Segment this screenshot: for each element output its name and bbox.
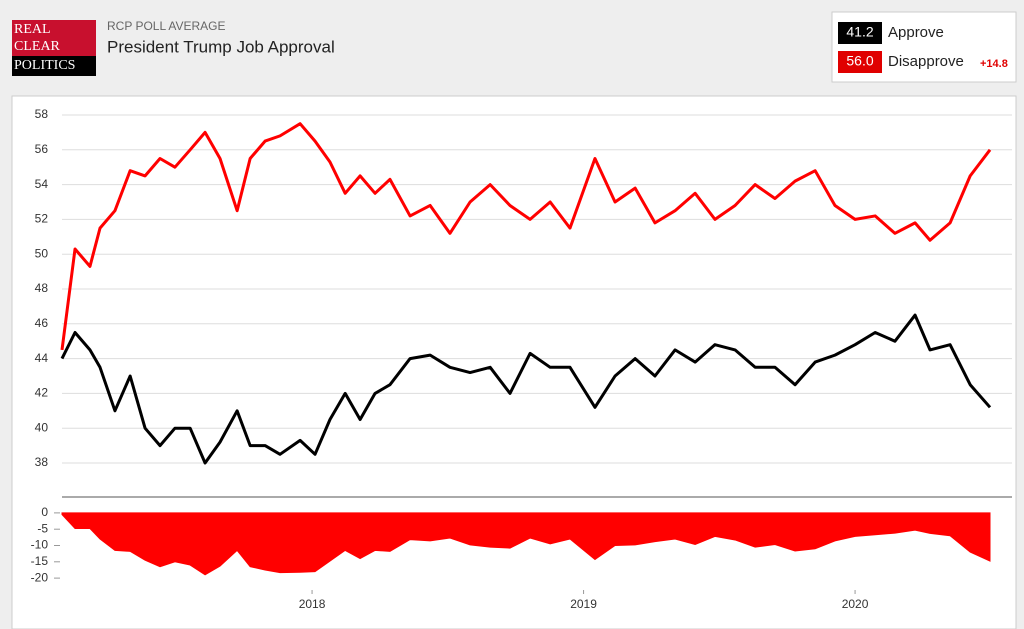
logo-red [12, 20, 96, 56]
legend-swatch [838, 51, 882, 73]
legend-value: 41.2 [846, 24, 873, 40]
legend-label: Disapprove [888, 53, 964, 70]
y-tick-label: 40 [35, 420, 49, 434]
logo-text: REAL [14, 22, 51, 37]
y-tick-label: 52 [35, 212, 49, 226]
y-tick-label: 50 [35, 246, 49, 260]
line-series [60, 122, 992, 351]
legend-value: 56.0 [846, 53, 873, 69]
y-tick-label: -10 [31, 538, 49, 552]
x-tick-label: 2018 [299, 597, 326, 611]
legend-label: Approve [888, 24, 944, 41]
y-tick-label: -5 [37, 521, 48, 535]
y-tick-label: 46 [35, 316, 49, 330]
line-series [60, 313, 992, 465]
y-tick-label: 56 [35, 142, 49, 156]
y-tick-label: 54 [35, 177, 49, 191]
x-tick-label: 2019 [570, 597, 597, 611]
logo-text: CLEAR [14, 39, 61, 54]
y-tick-label: 48 [35, 281, 49, 295]
logo-text: POLITICS [14, 58, 75, 73]
legend-swatch [838, 22, 882, 44]
y-tick-label: 0 [41, 505, 48, 519]
y-tick-label: 44 [35, 351, 49, 365]
spread-label: +14.8 [980, 58, 1008, 70]
y-tick-label: 38 [35, 455, 49, 469]
y-tick-label: -15 [31, 554, 49, 568]
area-series [61, 512, 991, 576]
x-tick-label: 2020 [842, 597, 869, 611]
y-tick-label: 58 [35, 107, 49, 121]
chart-title: President Trump Job Approval [107, 37, 335, 56]
y-tick-label: 42 [35, 386, 49, 400]
subtitle: RCP POLL AVERAGE [107, 19, 226, 33]
y-tick-label: -20 [31, 570, 49, 584]
